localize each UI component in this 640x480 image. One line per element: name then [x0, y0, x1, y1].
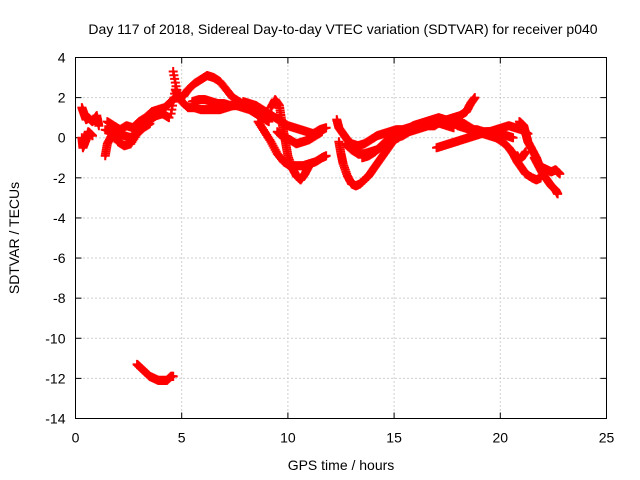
x-tick-label: 15: [386, 430, 402, 446]
series-arc-h: [187, 95, 274, 127]
x-tick-label: 5: [178, 430, 186, 446]
y-tick-label: -12: [45, 370, 65, 386]
series-arc-v: [132, 359, 178, 385]
chart-title: Day 117 of 2018, Sidereal Day-to-day VTE…: [88, 21, 597, 37]
y-tick-label: 2: [58, 90, 66, 106]
y-tick-labels: 4 2 0 -2 -4 -6 -8 -10 -12 -14: [45, 50, 65, 427]
y-tick-label: -6: [53, 250, 66, 266]
series-arc-u: [512, 147, 531, 165]
y-tick-label: -2: [53, 170, 66, 186]
y-tick-label: -14: [45, 411, 65, 427]
data-point: [321, 123, 331, 133]
data-point: [553, 189, 563, 199]
y-tick-label: -10: [45, 330, 65, 346]
x-tick-label: 10: [280, 430, 296, 446]
series-arc-b: [77, 127, 97, 153]
series-arc-q: [432, 127, 518, 153]
data-point: [145, 119, 155, 129]
data-point: [264, 117, 274, 127]
data-point: [168, 371, 178, 381]
y-tick-label: 4: [58, 50, 66, 66]
y-tick-label: -8: [53, 290, 66, 306]
x-axis-label: GPS time / hours: [288, 457, 395, 473]
data-points: [77, 67, 565, 385]
x-tick-labels: 0 5 10 15 20 25: [72, 430, 615, 446]
data-point: [508, 133, 518, 143]
series-arc-t: [529, 153, 563, 199]
data-point: [317, 127, 327, 137]
series-arc-a: [77, 103, 104, 131]
series-arc-e: [100, 119, 155, 151]
x-tick-label: 20: [493, 430, 509, 446]
data-point: [304, 161, 314, 171]
data-point: [555, 169, 565, 179]
data-point: [470, 93, 480, 103]
y-tick-label: -4: [53, 210, 66, 226]
data-point: [321, 151, 331, 161]
x-tick-label: 25: [599, 430, 615, 446]
y-tick-label: 0: [58, 130, 66, 146]
x-tick-label: 0: [72, 430, 80, 446]
data-point: [87, 131, 97, 141]
y-axis-label: SDTVAR / TECUs: [6, 182, 22, 294]
series-arc-l: [272, 127, 327, 149]
plot-frame: [75, 57, 607, 419]
data-point: [521, 147, 531, 157]
data-point: [94, 121, 104, 131]
